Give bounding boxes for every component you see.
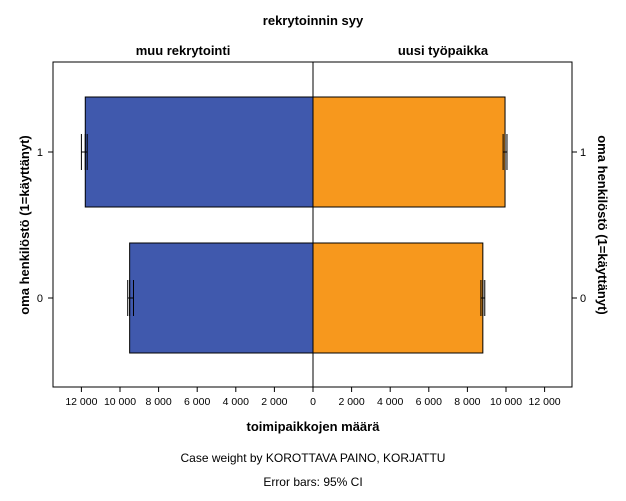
error-bar-left-0 xyxy=(127,280,135,316)
x-tick-label-right-2000: 2 000 xyxy=(338,396,364,408)
x-tick-label-left-0: 0 xyxy=(310,396,316,408)
x-tick-label-right-12000: 12 000 xyxy=(529,396,561,408)
x-tick-label-left-2000: 2 000 xyxy=(261,396,287,408)
panel-label-right: uusi työpaikka xyxy=(398,43,489,58)
bar-right-0 xyxy=(312,242,484,354)
y-tick-label-left-0: 0 xyxy=(37,293,43,305)
footnote-case-weight: Case weight by KOROTTAVA PAINO, KORJATTU xyxy=(181,451,446,465)
bar-right-1 xyxy=(312,96,506,208)
x-ticks-group: 0 2 000 2 000 4 000 4 000 6 000 6 000 8 000 8 00… xyxy=(65,387,561,408)
x-tick-label-right-4000: 4 000 xyxy=(377,396,403,408)
panel-label-left: muu rekrytointi xyxy=(136,43,231,58)
x-tick-label-left-6000: 6 000 xyxy=(184,396,210,408)
x-tick-label-right-8000: 8 000 xyxy=(454,396,480,408)
x-tick-label-left-10000: 10 000 xyxy=(104,396,136,408)
error-bars-group xyxy=(80,134,508,316)
error-bar-left-1 xyxy=(80,134,88,170)
y-axis-label-right: oma henkilöstö (1=käyttänyt) xyxy=(595,135,610,315)
x-tick-label-right-10000: 10 000 xyxy=(490,396,522,408)
footnote-error-bars: Error bars: 95% CI xyxy=(263,475,362,489)
y-ticks-group: 1 1 0 0 xyxy=(37,147,586,305)
x-tick-label-right-6000: 6 000 xyxy=(416,396,442,408)
y-axis-label-left: oma henkilöstö (1=käyttänyt) xyxy=(17,135,32,315)
error-bar-right-1 xyxy=(502,134,508,170)
x-tick-label-left-4000: 4 000 xyxy=(223,396,249,408)
bars-group xyxy=(84,96,506,354)
x-axis-label: toimipaikkojen määrä xyxy=(247,419,381,434)
y-tick-label-right-0: 0 xyxy=(580,293,586,305)
y-tick-label-right-1: 1 xyxy=(580,147,586,159)
x-tick-label-left-12000: 12 000 xyxy=(65,396,97,408)
x-tick-label-left-8000: 8 000 xyxy=(145,396,171,408)
bar-left-1 xyxy=(84,96,314,208)
bar-left-0 xyxy=(129,242,314,354)
chart-title: rekrytoinnin syy xyxy=(263,13,364,28)
error-bar-right-0 xyxy=(480,280,486,316)
y-tick-label-left-1: 1 xyxy=(37,147,43,159)
